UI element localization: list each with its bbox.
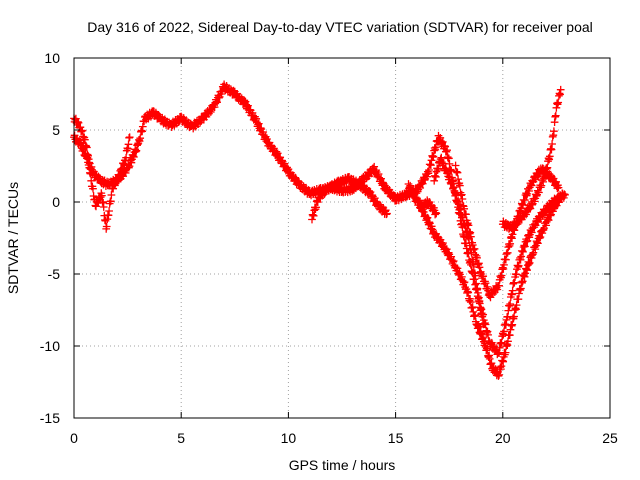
series-sat-track-8 bbox=[404, 180, 441, 219]
x-tick-label: 0 bbox=[70, 430, 78, 446]
data-point-markers bbox=[70, 80, 569, 359]
y-tick-label: -15 bbox=[40, 410, 60, 426]
y-tick-label: 0 bbox=[52, 194, 60, 210]
series-sat-track-4 bbox=[413, 189, 567, 380]
y-tick-label: -10 bbox=[40, 338, 60, 354]
y-axis-label: SDTVAR / TECUs bbox=[5, 182, 21, 294]
series-sat-track-3 bbox=[308, 172, 391, 224]
x-tick-label: 20 bbox=[495, 430, 511, 446]
y-tick-label: 10 bbox=[44, 50, 60, 66]
x-tick-label: 10 bbox=[281, 430, 297, 446]
y-tick-label: 5 bbox=[52, 122, 60, 138]
data-point-markers bbox=[451, 161, 563, 302]
chart-title: Day 316 of 2022, Sidereal Day-to-day VTE… bbox=[87, 19, 593, 35]
series-sat-track-1 bbox=[70, 80, 569, 359]
grid bbox=[74, 58, 610, 418]
x-tick-label: 5 bbox=[177, 430, 185, 446]
x-tick-label: 15 bbox=[388, 430, 404, 446]
data-point-markers bbox=[404, 180, 441, 219]
data-point-markers bbox=[308, 172, 391, 224]
data-point-markers bbox=[498, 85, 565, 233]
series-sat-track-7 bbox=[498, 85, 565, 233]
axis-ticks bbox=[73, 57, 611, 419]
x-tick-label: 25 bbox=[602, 430, 618, 446]
data-point-markers bbox=[413, 189, 567, 380]
plot-frame bbox=[73, 57, 611, 419]
series-sat-track-6 bbox=[451, 161, 563, 302]
x-axis-label: GPS time / hours bbox=[289, 457, 396, 473]
data-marks bbox=[70, 80, 569, 380]
y-tick-labels: -15 -10 -5 0 5 10 bbox=[40, 50, 60, 426]
y-tick-label: -5 bbox=[48, 266, 61, 282]
x-tick-labels: 0 5 10 15 20 25 bbox=[70, 430, 618, 446]
